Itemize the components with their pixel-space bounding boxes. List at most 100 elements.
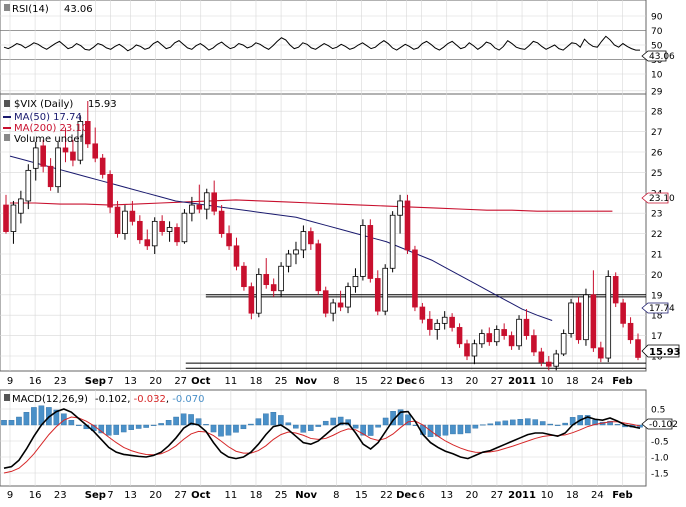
x-axis-label: 7 bbox=[107, 376, 113, 387]
candle-body bbox=[181, 212, 188, 243]
x-axis-label: Sep bbox=[85, 490, 106, 501]
candle-body bbox=[441, 316, 448, 324]
macd-hist-bar bbox=[450, 424, 456, 435]
macd-hist-bar bbox=[322, 420, 329, 426]
price-candles bbox=[3, 101, 641, 371]
x-axis-label: 18 bbox=[250, 490, 263, 501]
rsi-legend-swatch bbox=[4, 4, 10, 11]
macd-hist-bar bbox=[539, 421, 546, 426]
support-resistance-lines bbox=[185, 294, 646, 369]
x-axis-label: 25 bbox=[275, 490, 288, 501]
price-y-tick: 23 bbox=[651, 210, 662, 220]
x-axis-label: 13 bbox=[124, 376, 137, 387]
x-axis-label: 22 bbox=[380, 490, 393, 501]
candle-body bbox=[144, 239, 151, 247]
price-y-tick: 21 bbox=[651, 251, 662, 261]
x-axis-label: Sep bbox=[85, 376, 106, 387]
x-axis-label: Oct bbox=[191, 490, 210, 501]
candle-body bbox=[627, 322, 634, 341]
macd-hist-bar bbox=[607, 420, 613, 426]
svg-text:43.06: 43.06 bbox=[649, 52, 675, 62]
candle-body bbox=[77, 121, 84, 161]
x-axis-label: Dec bbox=[396, 376, 417, 387]
price-y-tick: 28 bbox=[651, 108, 663, 118]
x-axis-label: 20 bbox=[149, 490, 162, 501]
macd-hist-bar bbox=[457, 424, 464, 435]
candle-body bbox=[174, 227, 180, 243]
macd-hist-bar bbox=[360, 424, 366, 436]
candle-body bbox=[3, 204, 9, 232]
candle-body bbox=[434, 322, 441, 330]
macd-hist-bar bbox=[278, 415, 284, 426]
candle-body bbox=[129, 210, 136, 222]
macd-hist-bar bbox=[210, 424, 217, 433]
candle-body bbox=[293, 249, 299, 255]
candle-body bbox=[270, 284, 277, 292]
x-axis-label: 25 bbox=[275, 376, 288, 387]
candle-body bbox=[203, 192, 210, 210]
macd-hist-bar bbox=[315, 424, 322, 427]
candle-body bbox=[278, 265, 284, 292]
candle-body bbox=[590, 294, 597, 349]
macd-hist-bar bbox=[637, 424, 643, 428]
macd-hist-bar bbox=[337, 416, 344, 426]
x-axis-label: 20 bbox=[149, 376, 162, 387]
x-axis-label: 11 bbox=[225, 490, 238, 501]
x-axis-label: Feb bbox=[612, 376, 632, 387]
candle-body bbox=[501, 329, 507, 337]
macd-hist-bar bbox=[487, 423, 494, 426]
macd-hist-bar bbox=[105, 424, 112, 436]
macd-hist-text: -0.070 bbox=[172, 394, 204, 405]
x-axis-label: 18 bbox=[250, 376, 263, 387]
rsi-y-tick: 10 bbox=[651, 71, 663, 81]
candle-body bbox=[55, 147, 61, 188]
x-axis-label: 18 bbox=[566, 490, 579, 501]
rsi-panel bbox=[0, 0, 647, 95]
macd-hist-bar bbox=[495, 421, 501, 426]
candle-body bbox=[330, 302, 336, 314]
x-axis-label: 24 bbox=[591, 490, 604, 501]
candle-body bbox=[84, 121, 91, 145]
candle-body bbox=[218, 210, 225, 235]
price-y-tick: 27 bbox=[651, 128, 662, 138]
macd-hist-bar bbox=[180, 413, 187, 426]
macd-hist-bar bbox=[173, 416, 179, 426]
macd-hist-bar bbox=[285, 422, 292, 426]
x-axis-label: 22 bbox=[380, 376, 393, 387]
candle-body bbox=[538, 351, 545, 363]
macd-hist-bar bbox=[1, 420, 7, 426]
price-y-tick: 16 bbox=[651, 353, 663, 363]
candle-body bbox=[248, 286, 255, 314]
macd-hist-bar bbox=[263, 413, 269, 426]
x-axis-label: 27 bbox=[491, 490, 504, 501]
macd-hist-bar bbox=[562, 422, 568, 426]
candle-body bbox=[151, 220, 158, 247]
macd-hist-bar bbox=[517, 419, 524, 426]
ma50-value-tag: 17.74 bbox=[641, 302, 675, 314]
macd-hist-bar bbox=[143, 424, 149, 428]
x-axis-ticks: 9916162323SepSep77131320202727OctOct1111… bbox=[7, 376, 633, 501]
macd-hist-bar bbox=[465, 424, 471, 434]
rsi-polyline bbox=[3, 35, 640, 52]
candle-body bbox=[107, 174, 113, 208]
macd-hist-bar bbox=[113, 424, 120, 435]
macd-value: -0.102, -0.032, -0.070 bbox=[95, 394, 204, 405]
macd-hist-bar bbox=[76, 424, 82, 426]
macd-hist-bar bbox=[270, 412, 277, 426]
candle-body bbox=[226, 233, 232, 247]
candle-body bbox=[449, 316, 455, 328]
macd-value-tag: -0.102 bbox=[641, 418, 678, 430]
macd-hist-bar bbox=[502, 420, 509, 426]
price-panel bbox=[0, 93, 647, 372]
macd-hist-bar bbox=[248, 423, 254, 426]
candle-body bbox=[620, 302, 626, 324]
macd-y-tick: -0.5 bbox=[651, 438, 669, 448]
ma50-polyline bbox=[9, 155, 553, 321]
last-price-tag: 15.93 bbox=[641, 344, 681, 358]
macd-hist-bar bbox=[23, 412, 30, 426]
macd-hist-bar bbox=[382, 417, 389, 426]
ma200-legend-label: MA(200) 23.10 bbox=[14, 123, 88, 134]
x-axis-label: 16 bbox=[29, 376, 42, 387]
macd-hist-bar bbox=[218, 424, 224, 437]
